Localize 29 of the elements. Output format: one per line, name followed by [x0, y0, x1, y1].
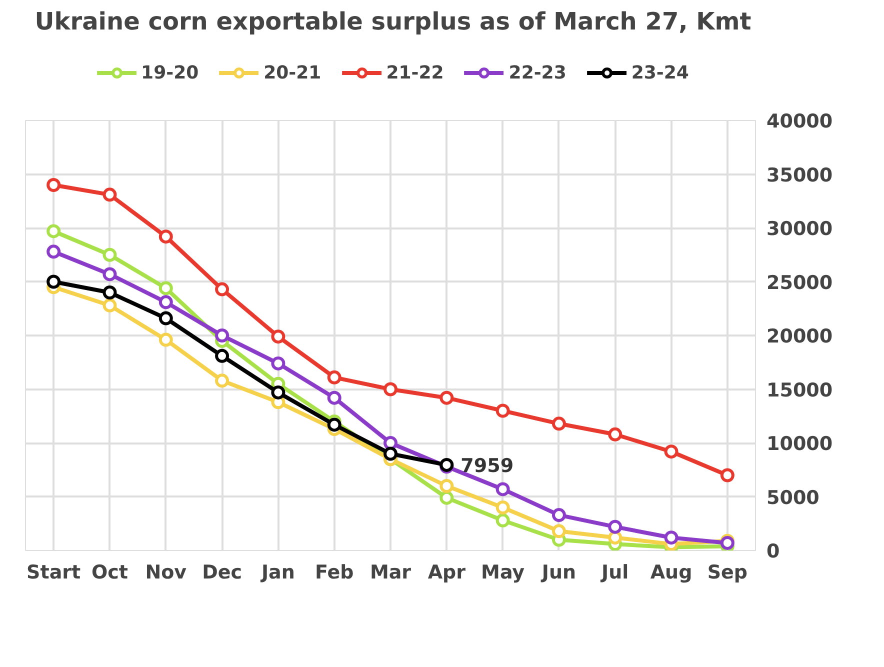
- x-tick-label: Dec: [202, 562, 242, 584]
- y-tick-label: 0: [766, 540, 780, 562]
- chart-title: Ukraine corn exportable surplus as of March 27, Kmt: [34, 8, 752, 36]
- y-tick-label: 20000: [766, 326, 833, 348]
- legend-label: 21-22: [386, 62, 444, 83]
- y-tick-label: 10000: [766, 433, 833, 455]
- x-tick-label: Nov: [145, 562, 188, 584]
- x-tick-label: Oct: [91, 562, 128, 584]
- legend-label: 20-21: [264, 62, 322, 83]
- x-tick-label: Jan: [259, 562, 295, 584]
- legend-label: 22-23: [508, 62, 566, 83]
- x-tick-label: Mar: [370, 562, 412, 584]
- x-tick-label: Apr: [428, 562, 466, 584]
- x-tick-label: Jun: [540, 562, 576, 584]
- x-tick-label: Sep: [707, 562, 748, 584]
- y-tick-label: 15000: [766, 379, 833, 402]
- legend-label: 23-24: [631, 62, 689, 83]
- y-tick-label: 40000: [766, 110, 833, 132]
- y-tick-label: 30000: [766, 218, 833, 240]
- x-tick-label: May: [481, 562, 526, 584]
- x-tick-label: Feb: [315, 562, 354, 584]
- x-tick-label: Aug: [650, 562, 692, 584]
- y-tick-label: 35000: [766, 164, 833, 186]
- y-tick-label: 5000: [766, 486, 820, 509]
- x-tick-label: Jul: [600, 562, 629, 584]
- data-label: 7959: [460, 454, 514, 477]
- x-tick-label: Start: [26, 562, 81, 584]
- y-tick-label: 25000: [766, 272, 833, 294]
- legend-label: 19-20: [141, 62, 199, 83]
